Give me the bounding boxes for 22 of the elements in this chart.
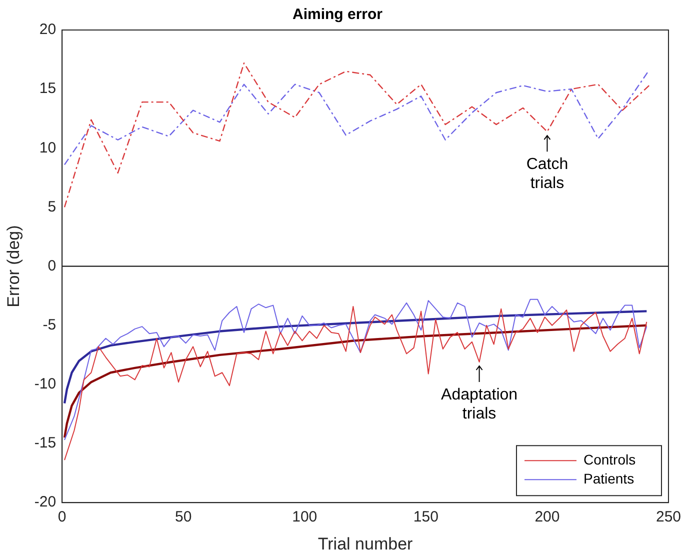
annotation: Adaptation trials <box>441 386 518 422</box>
legend-label: Controls <box>583 451 636 468</box>
y-tick-label: 20 <box>39 21 56 38</box>
y-axis-title: Error (deg) <box>4 225 23 308</box>
y-tick-label: -5 <box>42 316 56 334</box>
y-tick-label: -20 <box>34 494 56 511</box>
x-tick-label: 100 <box>292 508 318 526</box>
line-series <box>64 62 650 208</box>
legend-label: Patients <box>583 470 634 486</box>
x-tick-label: 50 <box>175 508 192 526</box>
annotation: Catch trials <box>526 156 568 192</box>
x-tick-label: 150 <box>413 508 438 526</box>
y-tick-label: 10 <box>39 139 56 156</box>
x-axis-title: Trial number <box>318 534 414 554</box>
chart-title: Aiming error <box>292 6 383 24</box>
y-tick-label: 5 <box>48 198 56 216</box>
x-tick-label: 250 <box>656 508 681 526</box>
y-tick-label: -10 <box>34 376 56 393</box>
x-tick-label: 200 <box>534 508 560 526</box>
y-tick-label: 15 <box>39 80 56 98</box>
y-tick-label: 0 <box>48 257 56 274</box>
y-tick-label: -15 <box>34 434 56 452</box>
